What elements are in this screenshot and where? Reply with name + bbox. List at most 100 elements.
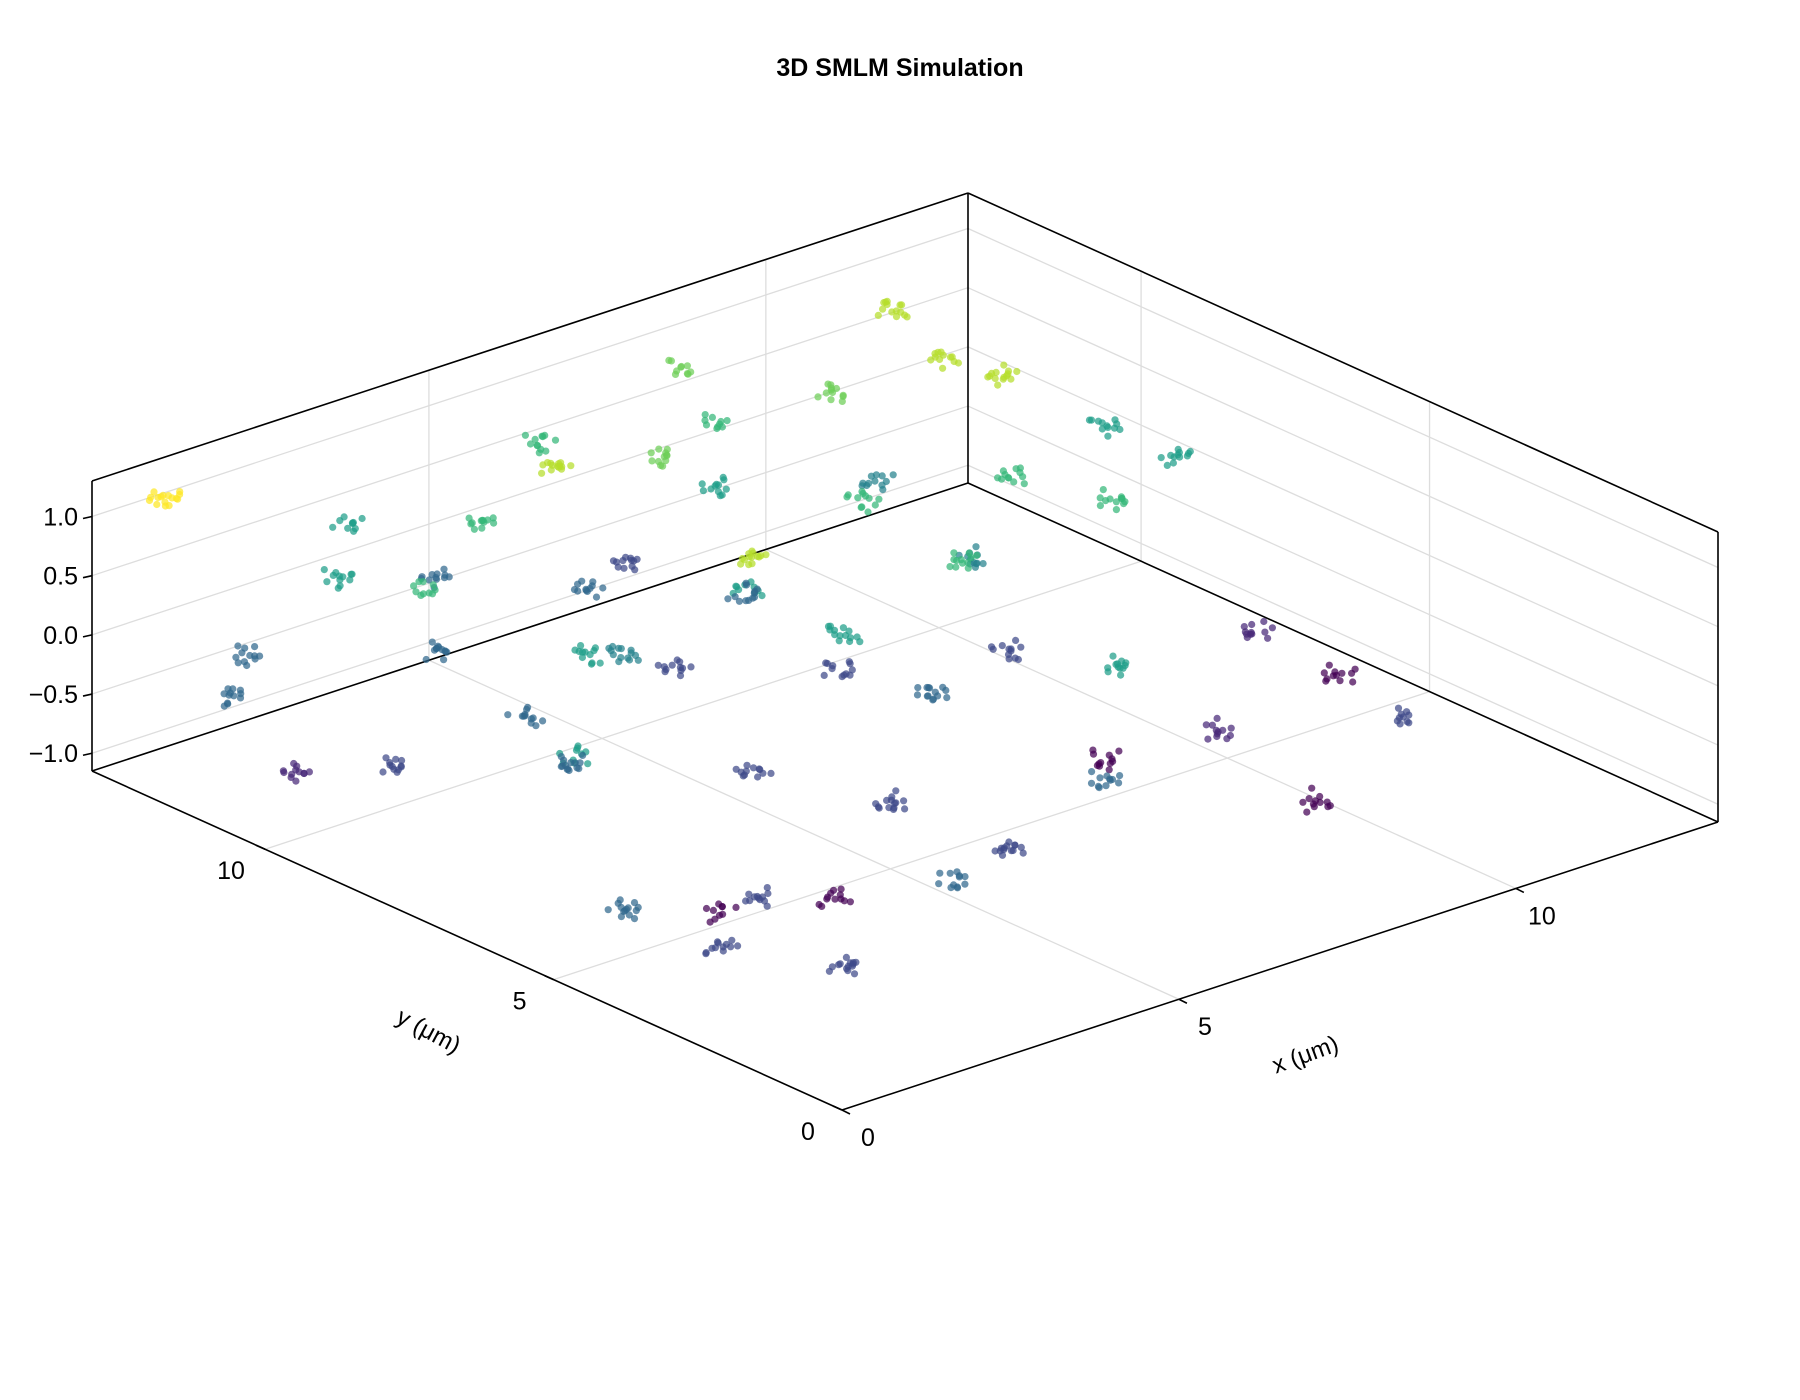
- data-point: [1395, 714, 1403, 722]
- data-point: [234, 642, 242, 650]
- data-point: [1102, 782, 1110, 790]
- data-point: [1208, 721, 1216, 729]
- data-point: [815, 900, 823, 909]
- data-point: [1117, 671, 1125, 679]
- data-point: [543, 459, 552, 467]
- data-point: [1303, 808, 1311, 816]
- data-point: [657, 461, 665, 469]
- data-point: [147, 493, 155, 501]
- y-axis-label: y (μm): [392, 1003, 465, 1059]
- data-point: [557, 459, 565, 467]
- data-point: [964, 564, 972, 572]
- data-point: [687, 368, 695, 376]
- back-wall-grid-line: [91, 464, 969, 754]
- data-point: [828, 665, 836, 673]
- data-point: [1007, 645, 1015, 653]
- data-point: [1012, 636, 1020, 645]
- data-point: [619, 557, 627, 565]
- data-point: [734, 942, 742, 950]
- data-point: [1116, 425, 1124, 434]
- data-point: [892, 313, 901, 321]
- data-point: [1096, 502, 1104, 510]
- data-point: [290, 759, 298, 768]
- data-point: [489, 514, 497, 522]
- data-point: [1009, 846, 1017, 855]
- data-point: [754, 773, 762, 781]
- data-point: [616, 896, 624, 904]
- data-point: [742, 767, 750, 775]
- data-point: [994, 474, 1002, 482]
- data-point: [484, 516, 492, 524]
- data-point: [762, 551, 770, 559]
- data-point: [1016, 464, 1024, 472]
- data-point: [889, 805, 898, 814]
- data-point: [756, 766, 764, 774]
- data-point: [994, 381, 1002, 389]
- data-point: [547, 466, 555, 474]
- data-point: [1019, 473, 1027, 481]
- data-point: [379, 768, 387, 776]
- data-point: [822, 659, 830, 667]
- data-point: [867, 472, 876, 480]
- x-tick-mark: [841, 1109, 851, 1115]
- data-point: [440, 565, 448, 573]
- data-point: [305, 768, 313, 776]
- data-point: [1019, 849, 1027, 857]
- data-point: [760, 897, 769, 905]
- data-point: [987, 643, 996, 651]
- back-wall-grid-line: [91, 405, 969, 695]
- data-point: [931, 688, 939, 696]
- data-point: [1248, 620, 1256, 629]
- data-point: [955, 873, 964, 881]
- data-point: [570, 586, 579, 594]
- data-point: [1336, 677, 1344, 685]
- data-point: [914, 684, 922, 692]
- data-point: [701, 416, 709, 424]
- data-point: [1305, 795, 1313, 803]
- data-point: [648, 457, 656, 465]
- data-point: [961, 873, 969, 881]
- data-point: [470, 525, 478, 533]
- data-point: [467, 520, 475, 528]
- data-point: [504, 711, 512, 719]
- data-point: [1227, 724, 1235, 732]
- data-point: [702, 904, 711, 913]
- data-point: [1112, 506, 1120, 514]
- data-point: [627, 649, 635, 657]
- data-point: [422, 655, 430, 664]
- data-point: [864, 508, 872, 516]
- data-point: [878, 481, 886, 489]
- data-point: [1299, 798, 1307, 806]
- data-point: [1323, 798, 1331, 806]
- z-tick-label: −0.5: [29, 681, 78, 709]
- data-point: [1167, 451, 1175, 459]
- data-point: [620, 564, 628, 572]
- data-point: [412, 588, 420, 596]
- data-point: [609, 651, 617, 659]
- data-point: [526, 440, 535, 448]
- data-point: [565, 766, 573, 775]
- data-point: [350, 527, 358, 535]
- data-point: [888, 793, 896, 801]
- data-point: [591, 644, 600, 652]
- data-point: [939, 364, 947, 372]
- data-point: [1157, 454, 1165, 462]
- data-point: [1116, 772, 1124, 780]
- side-wall-grid-line: [967, 227, 1719, 569]
- data-point: [820, 671, 828, 680]
- data-point: [723, 417, 731, 425]
- data-point: [1087, 779, 1096, 787]
- data-point: [858, 482, 866, 490]
- data-point: [238, 649, 246, 657]
- data-point: [1213, 714, 1221, 723]
- data-point: [605, 644, 613, 652]
- data-point: [1243, 630, 1251, 638]
- data-point: [1115, 779, 1123, 787]
- data-point: [1105, 766, 1113, 774]
- data-point: [392, 755, 400, 763]
- tick-labels: 0 5 10 0 5 10 −1.0 −0.5 0.0 0.5 1.0: [29, 504, 1556, 1152]
- data-point: [840, 671, 848, 679]
- data-point: [727, 943, 735, 951]
- data-point: [615, 658, 623, 666]
- data-point: [573, 764, 581, 772]
